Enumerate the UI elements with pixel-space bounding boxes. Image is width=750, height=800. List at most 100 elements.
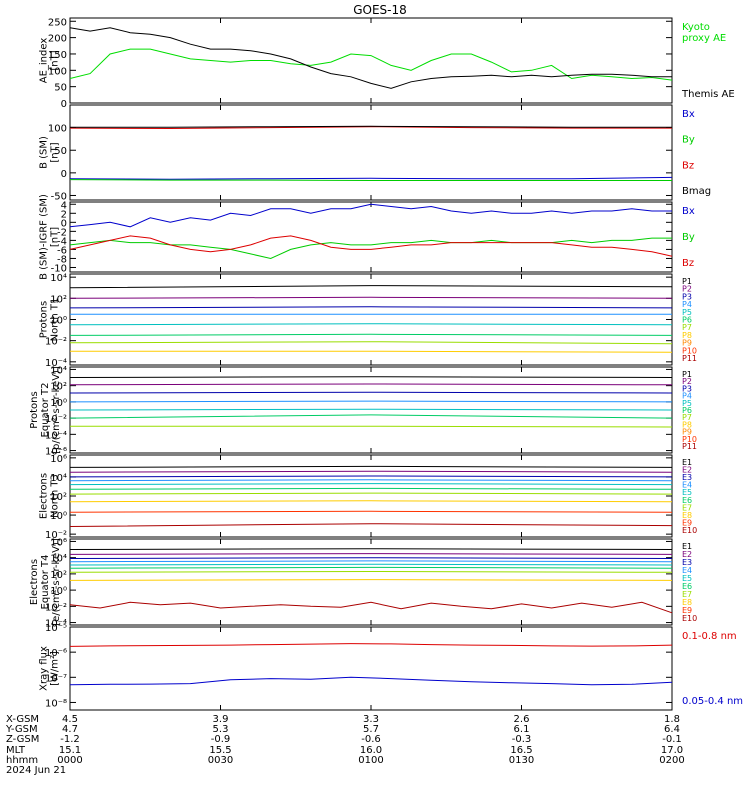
legend-label: E2 [682, 466, 692, 475]
y-axis-label: AE_index [39, 38, 50, 84]
time-row-label: Z-GSM [6, 734, 39, 745]
y-tick-label: 50 [54, 83, 67, 94]
legend-label: E3 [682, 558, 692, 567]
time-row-label: Y-GSM [5, 724, 38, 735]
legend-label: E10 [682, 614, 697, 623]
y-axis-label: Xray flux [39, 646, 50, 691]
legend-label: E4 [682, 566, 692, 575]
legend-label: E1 [682, 458, 692, 467]
series-line-P5 [69, 323, 673, 326]
legend-label: E5 [682, 488, 692, 497]
y-axis-label: Electrons [39, 473, 50, 519]
y-tick-label: -4 [57, 236, 67, 247]
y-tick-label: 10² [50, 294, 67, 305]
y-tick-label: 10⁻⁵ [45, 623, 67, 634]
legend-label: Bx [682, 206, 695, 217]
time-row-value: -0.6 [361, 734, 381, 745]
series-line-Bx [69, 176, 673, 180]
time-row-value: 15.1 [59, 745, 81, 756]
series-line-P1 [69, 376, 673, 378]
legend-label: proxy AE [682, 33, 726, 44]
time-row-value: 3.9 [213, 714, 229, 725]
legend-label: P8 [682, 420, 692, 429]
legend-label: E3 [682, 473, 692, 482]
time-row-value: 0030 [208, 755, 233, 766]
series-line-E1 [69, 465, 673, 468]
y-tick-label: 10⁰ [50, 316, 67, 327]
y-axis-label: [nT] [50, 227, 61, 247]
time-row-value: 0100 [358, 755, 383, 766]
legend-label: P3 [682, 292, 692, 301]
y-axis-label: [e/(cm²-s-sr-keV)] [51, 538, 62, 626]
legend-label: P6 [682, 316, 692, 325]
legend-label: E8 [682, 511, 692, 520]
series-line-E7 [69, 492, 673, 495]
y-tick-label: 10⁴ [50, 365, 67, 376]
series-line-E5 [69, 483, 673, 486]
time-row-label: MLT [6, 745, 26, 756]
legend-label: E2 [682, 550, 692, 559]
series-line-P6 [69, 414, 673, 419]
legend-label: E1 [682, 542, 692, 551]
legend-label: Themis AE [681, 89, 735, 100]
legend-label: E9 [682, 518, 692, 527]
series-line-E5 [69, 563, 673, 566]
time-row-value: 0000 [57, 755, 82, 766]
panel-3: 10⁴ 10² 10⁰ 10⁻² 10⁻⁴ Protons North T1 P1P2P3P4… [39, 273, 698, 369]
y-axis-label: B (SM)-IGRF (SM) [39, 194, 50, 280]
legend-label: 0.05-0.4 nm [682, 696, 743, 707]
series-line-E9 [69, 510, 673, 513]
y-tick-label: -10 [51, 263, 67, 274]
time-row-label: hhmm [6, 755, 38, 766]
y-tick-label: 10⁻⁴ [45, 430, 67, 441]
time-row-value: 3.3 [363, 714, 379, 725]
y-axis-label: North T1 [50, 298, 61, 342]
y-tick-label: 10⁰ [50, 511, 67, 522]
series-line-E8 [69, 500, 673, 503]
legend-label: P7 [682, 413, 692, 422]
series-line-P3 [69, 306, 673, 309]
time-row-label: 2024 Jun 21 [6, 765, 66, 776]
y-tick-label: 10⁻² [45, 530, 67, 541]
legend-label: Bz [682, 258, 694, 269]
series-line-E10 [69, 523, 673, 527]
series-line-E8 [69, 579, 673, 581]
y-tick-label: 50 [54, 146, 67, 157]
legend-label: E8 [682, 598, 692, 607]
series-line-P5 [69, 408, 673, 411]
y-tick-label: 10⁴ [50, 554, 67, 565]
legend-label: P6 [682, 406, 692, 415]
series-line-E2 [69, 553, 673, 555]
y-tick-label: 0 [61, 218, 67, 229]
series-line-E1 [69, 548, 673, 550]
panel-frame [69, 626, 673, 711]
series-line-E6 [69, 487, 673, 490]
panel-frame [69, 538, 673, 626]
y-tick-label: 10⁶ [50, 537, 67, 548]
time-row-value: 15.5 [209, 745, 231, 756]
y-tick-label: 10⁶ [50, 454, 67, 465]
y-tick-label: 10² [50, 382, 67, 393]
legend-label: E7 [682, 590, 692, 599]
y-tick-label: -50 [51, 191, 67, 202]
y-tick-label: -6 [57, 245, 67, 256]
legend-label: E6 [682, 496, 692, 505]
legend-label: P2 [682, 377, 692, 386]
y-tick-label: 150 [48, 50, 67, 61]
y-tick-label: 10⁻⁶ [45, 447, 67, 458]
y-tick-label: 10⁴ [50, 473, 67, 484]
time-row-value: 16.0 [360, 745, 382, 756]
y-tick-label: 10² [50, 492, 67, 503]
y-axis-label: Equator T4 [40, 555, 51, 610]
y-tick-label: 250 [48, 17, 67, 28]
legend-label: By [682, 232, 695, 243]
time-row-value: -1.2 [60, 734, 80, 745]
time-row-value: 5.3 [213, 724, 229, 735]
y-tick-label: 10⁴ [50, 273, 67, 284]
y-tick-label: 10⁻⁷ [45, 673, 67, 684]
legend-label: P10 [682, 346, 697, 355]
series-line-E7 [69, 570, 673, 573]
legend-label: P5 [682, 308, 692, 317]
